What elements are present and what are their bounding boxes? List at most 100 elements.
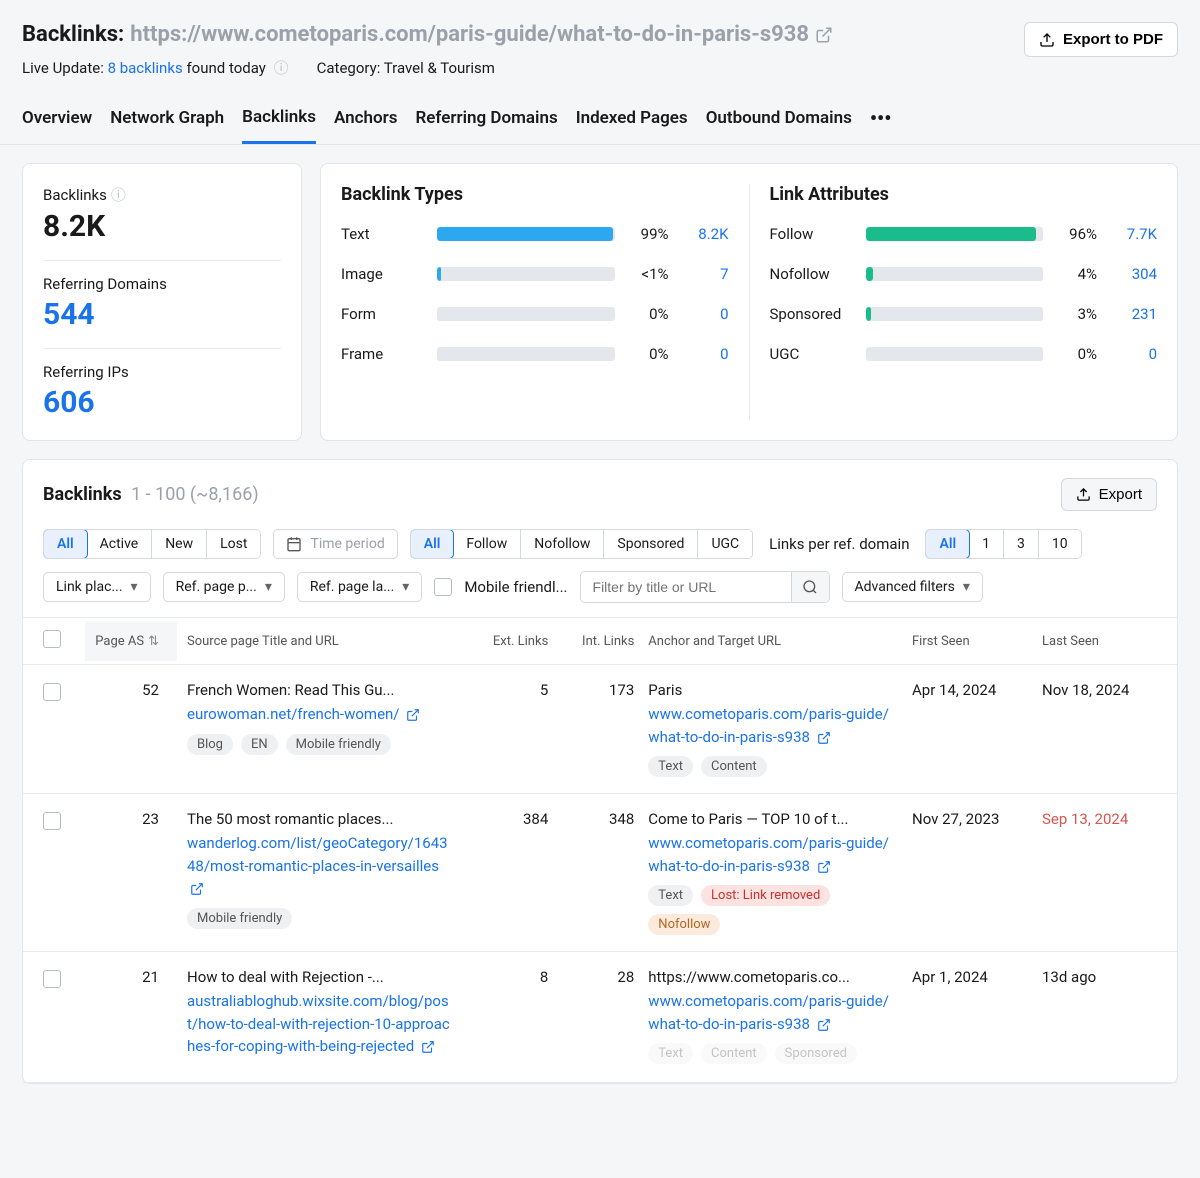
bar-track	[437, 267, 615, 281]
more-tabs-button[interactable]: •••	[870, 96, 892, 144]
col-last-seen[interactable]: Last Seen	[1042, 634, 1157, 649]
tab-indexed-pages[interactable]: Indexed Pages	[576, 98, 688, 142]
source-url[interactable]: eurowoman.net/french-women/	[187, 703, 452, 726]
cell-int-links: 348	[548, 810, 634, 828]
bar-count[interactable]: 304	[1109, 265, 1157, 283]
cell-int-links: 173	[548, 681, 634, 699]
badge: Text	[648, 1043, 693, 1064]
cell-page-as: 52	[85, 681, 177, 699]
info-icon[interactable]: ⓘ	[111, 184, 126, 205]
select-all-checkbox[interactable]	[43, 630, 61, 648]
anchor-url[interactable]: www.cometoparis.com/paris-guide/what-to-…	[648, 832, 898, 877]
col-int-links[interactable]: Int. Links	[548, 634, 634, 649]
time-period-button[interactable]: Time period	[273, 529, 397, 559]
page-title-url[interactable]: https://www.cometoparis.com/paris-guide/…	[130, 22, 809, 47]
bar-count[interactable]: 8.2K	[681, 225, 729, 243]
live-update-link[interactable]: 8 backlinks	[108, 59, 183, 77]
ref-page-p-dropdown[interactable]: Ref. page p...▾	[163, 572, 285, 602]
mobile-friendly-checkbox[interactable]	[434, 578, 452, 596]
search-icon	[802, 579, 818, 595]
source-title: How to deal with Rejection -...	[187, 968, 417, 986]
filter-btn-active[interactable]: Active	[87, 530, 153, 558]
anchor-url[interactable]: www.cometoparis.com/paris-guide/what-to-…	[648, 703, 898, 748]
bar-row: Form 0% 0	[341, 303, 729, 325]
export-pdf-button[interactable]: Export to PDF	[1024, 22, 1178, 57]
bar-pct: 0%	[1055, 345, 1097, 363]
table-row: 23 The 50 most romantic places... wander…	[23, 794, 1177, 952]
filter-btn-all[interactable]: All	[410, 529, 455, 559]
filter-btn-10[interactable]: 10	[1039, 530, 1081, 558]
bar-count[interactable]: 0	[1109, 345, 1157, 363]
badge: Mobile friendly	[187, 908, 292, 929]
row-checkbox[interactable]	[43, 970, 61, 988]
category-label: Category: Travel & Tourism	[317, 59, 495, 77]
col-first-seen[interactable]: First Seen	[912, 634, 1042, 649]
cell-last-seen: Sep 13, 2024	[1042, 810, 1157, 828]
source-url[interactable]: australiabloghub.wixsite.com/blog/post/h…	[187, 990, 452, 1058]
filter-btn-1[interactable]: 1	[969, 530, 1004, 558]
tab-referring-domains[interactable]: Referring Domains	[415, 98, 557, 142]
tab-outbound-domains[interactable]: Outbound Domains	[706, 98, 852, 142]
info-icon[interactable]: ⓘ	[274, 59, 289, 77]
bar-count[interactable]: 0	[681, 345, 729, 363]
bar-row: Frame 0% 0	[341, 343, 729, 365]
filter-btn-all[interactable]: All	[925, 529, 970, 559]
bar-row: Text 99% 8.2K	[341, 223, 729, 245]
bar-label: UGC	[770, 345, 854, 363]
ref-ips-value[interactable]: 606	[43, 385, 281, 420]
status-filter: AllActiveNewLost	[43, 529, 261, 559]
export-button[interactable]: Export	[1061, 478, 1157, 511]
ref-page-la-dropdown[interactable]: Ref. page la...▾	[297, 572, 422, 602]
filter-btn-lost[interactable]: Lost	[207, 530, 260, 558]
bar-label: Form	[341, 305, 425, 323]
tab-anchors[interactable]: Anchors	[334, 98, 397, 142]
filter-btn-nofollow[interactable]: Nofollow	[521, 530, 604, 558]
types-card: Backlink Types Text 99% 8.2KImage <1% 7F…	[320, 163, 1178, 441]
col-ext-links[interactable]: Ext. Links	[462, 634, 548, 649]
ref-domains-value[interactable]: 544	[43, 297, 281, 332]
badge: Nofollow	[648, 914, 720, 935]
bar-pct: 3%	[1055, 305, 1097, 323]
bar-count[interactable]: 0	[681, 305, 729, 323]
source-title: French Women: Read This Gu...	[187, 681, 417, 699]
bar-count[interactable]: 231	[1109, 305, 1157, 323]
cell-page-as: 23	[85, 810, 177, 828]
tab-network-graph[interactable]: Network Graph	[110, 98, 224, 142]
row-checkbox[interactable]	[43, 812, 61, 830]
anchor-url[interactable]: www.cometoparis.com/paris-guide/what-to-…	[648, 990, 898, 1035]
bar-row: UGC 0% 0	[770, 343, 1158, 365]
bar-label: Frame	[341, 345, 425, 363]
bar-row: Follow 96% 7.7K	[770, 223, 1158, 245]
col-page-as[interactable]: Page AS ⇅	[85, 622, 177, 661]
filter-btn-follow[interactable]: Follow	[453, 530, 521, 558]
filter-btn-all[interactable]: All	[43, 529, 88, 559]
tab-overview[interactable]: Overview	[22, 98, 92, 142]
col-source[interactable]: Source page Title and URL	[177, 634, 462, 649]
tab-backlinks[interactable]: Backlinks	[242, 97, 316, 144]
bar-count[interactable]: 7	[681, 265, 729, 283]
filter-btn-sponsored[interactable]: Sponsored	[604, 530, 698, 558]
bar-track	[437, 307, 615, 321]
external-link-icon[interactable]	[815, 26, 833, 44]
col-anchor[interactable]: Anchor and Target URL	[634, 634, 912, 649]
links-per-label: Links per ref. domain	[765, 535, 913, 553]
advanced-filters-dropdown[interactable]: Advanced filters▾	[842, 572, 983, 602]
export-icon	[1076, 487, 1091, 502]
filter-btn-new[interactable]: New	[152, 530, 207, 558]
source-url[interactable]: wanderlog.com/list/geoCategory/164348/mo…	[187, 832, 452, 900]
badge: Content	[701, 1043, 767, 1064]
table-row: 52 French Women: Read This Gu... eurowom…	[23, 665, 1177, 794]
badge: Text	[648, 756, 693, 777]
chevron-down-icon: ▾	[265, 579, 272, 595]
links-per-filter: All1310	[925, 529, 1081, 559]
filter-btn-3[interactable]: 3	[1004, 530, 1039, 558]
link-placement-dropdown[interactable]: Link plac...▾	[43, 572, 151, 602]
filter-btn-ugc[interactable]: UGC	[698, 530, 752, 558]
search-button[interactable]	[791, 572, 829, 602]
bar-count[interactable]: 7.7K	[1109, 225, 1157, 243]
mobile-friendly-label: Mobile friendl...	[464, 578, 567, 596]
row-checkbox[interactable]	[43, 683, 61, 701]
backlink-types-title: Backlink Types	[341, 184, 729, 205]
search-input[interactable]	[581, 572, 791, 602]
table-subtitle: 1 - 100 (~8,166)	[131, 484, 259, 505]
